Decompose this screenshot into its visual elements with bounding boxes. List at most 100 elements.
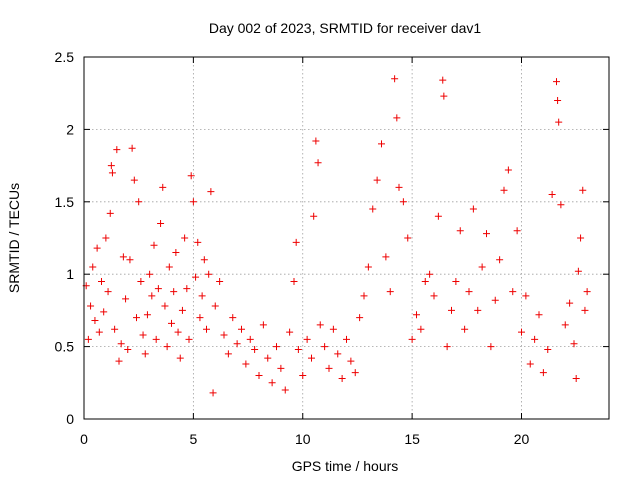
data-point	[439, 76, 447, 84]
y-tick-label: 0.5	[55, 339, 75, 355]
data-point	[469, 205, 477, 213]
data-point	[325, 364, 333, 372]
data-point	[273, 343, 280, 351]
data-point	[268, 379, 276, 387]
data-point	[286, 328, 294, 336]
data-point	[277, 364, 285, 372]
data-point	[95, 328, 103, 336]
data-point	[413, 311, 420, 319]
data-point	[115, 357, 123, 365]
data-point	[98, 277, 105, 285]
data-point	[181, 234, 189, 242]
data-point	[91, 317, 99, 325]
data-point	[200, 256, 208, 264]
data-point	[343, 335, 350, 343]
data-point	[207, 188, 215, 196]
data-point	[303, 335, 311, 343]
data-point	[176, 354, 184, 362]
data-point	[539, 369, 547, 377]
data-point	[574, 267, 582, 275]
data-point	[102, 234, 110, 242]
data-point	[178, 306, 186, 314]
data-point	[500, 186, 508, 194]
data-point	[168, 319, 175, 327]
data-point	[185, 335, 193, 343]
data-point	[246, 335, 254, 343]
y-tick-label: 2.5	[55, 49, 75, 65]
data-point	[128, 144, 136, 152]
data-point	[369, 205, 377, 213]
data-point	[233, 340, 241, 348]
data-point	[440, 92, 448, 100]
data-point	[141, 350, 149, 358]
x-axis-label: GPS time / hours	[292, 458, 399, 474]
data-point	[242, 360, 250, 368]
data-point	[316, 321, 324, 329]
data-point	[452, 277, 460, 285]
data-point	[104, 288, 112, 296]
data-point	[430, 292, 438, 300]
data-point	[426, 270, 434, 278]
plot-frame	[83, 56, 610, 420]
data-point	[126, 256, 134, 264]
data-point	[308, 354, 315, 362]
data-point	[583, 288, 591, 296]
data-point	[526, 360, 534, 368]
y-tick-label: 0	[66, 411, 74, 427]
data-point	[408, 335, 416, 343]
data-point	[196, 314, 204, 322]
x-tick-label: 5	[189, 431, 197, 447]
data-point	[570, 340, 578, 348]
data-point	[255, 372, 263, 380]
data-point	[154, 285, 162, 293]
data-point	[251, 345, 259, 353]
data-point	[364, 263, 372, 271]
data-point	[395, 183, 403, 191]
data-point	[216, 277, 224, 285]
data-point	[290, 277, 298, 285]
data-point	[187, 172, 195, 180]
data-point	[491, 296, 499, 304]
grid	[84, 57, 609, 419]
data-point	[259, 321, 267, 329]
data-point	[566, 299, 574, 307]
data-point	[561, 321, 569, 329]
data-point	[189, 198, 197, 206]
data-point	[205, 270, 213, 278]
data-point	[496, 256, 504, 264]
data-point	[378, 140, 385, 148]
data-point	[299, 372, 307, 380]
data-point	[544, 345, 552, 353]
data-point	[577, 234, 585, 242]
data-point	[137, 277, 145, 285]
data-point	[119, 253, 127, 261]
data-point	[553, 78, 560, 86]
axis-ticks: 0 0.5 1 1.5 2 2.5 0 5 10 15 20	[55, 49, 609, 447]
data-point	[351, 369, 359, 377]
data-point	[152, 335, 160, 343]
data-point	[393, 114, 401, 122]
data-point	[474, 306, 482, 314]
data-point	[513, 227, 521, 235]
data-point	[220, 331, 228, 339]
data-point	[386, 288, 394, 296]
data-point	[209, 389, 217, 397]
data-point	[161, 302, 169, 310]
data-point	[203, 325, 210, 333]
data-point	[281, 386, 289, 394]
data-point	[294, 345, 302, 353]
data-point	[211, 302, 219, 310]
data-point	[478, 263, 486, 271]
data-point	[518, 328, 525, 336]
data-point	[194, 238, 202, 246]
data-points	[82, 75, 591, 397]
data-point	[159, 183, 167, 191]
y-tick-label: 2	[66, 121, 74, 137]
x-tick-label: 15	[404, 431, 420, 447]
data-point	[483, 230, 490, 238]
data-point	[535, 311, 543, 319]
data-point	[130, 176, 138, 184]
data-point	[113, 146, 121, 154]
data-point	[443, 343, 451, 351]
